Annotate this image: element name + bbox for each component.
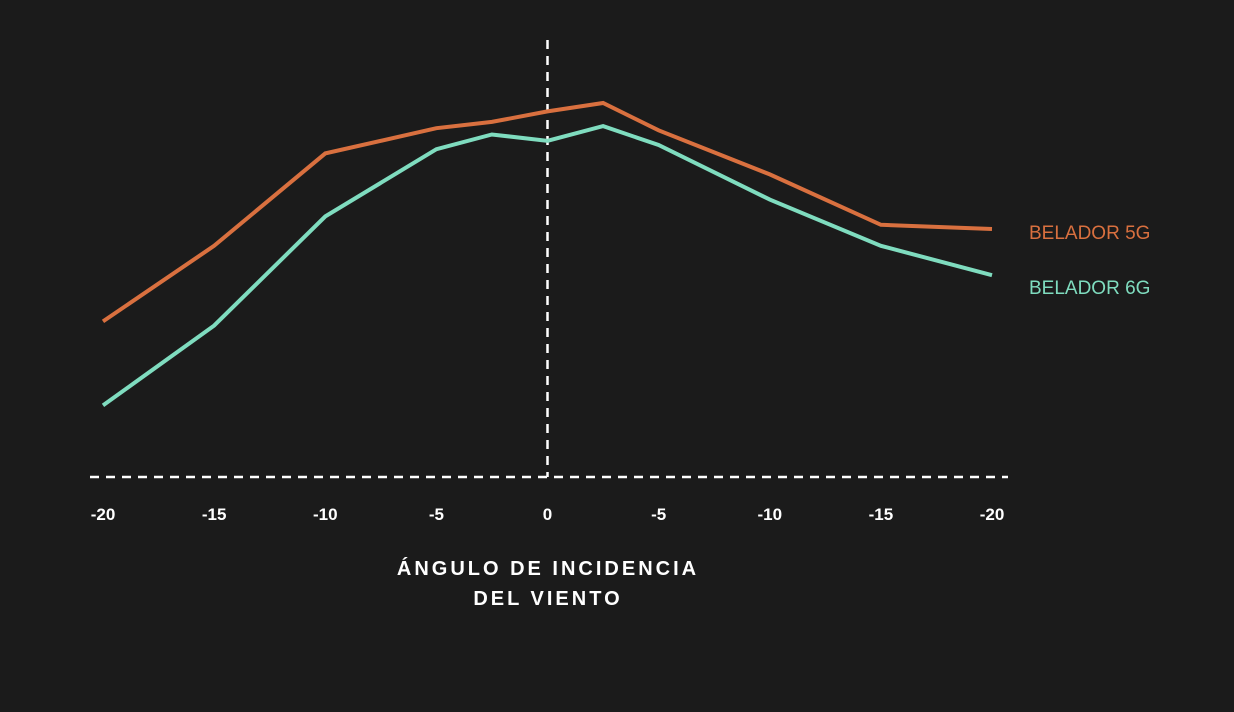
x-tick-label: -10	[313, 505, 338, 524]
series-line-1	[101, 100, 993, 324]
series-line-2	[101, 124, 993, 408]
x-axis-title-line-2: DEL VIENTO	[473, 588, 622, 610]
x-tick-label: -5	[429, 505, 444, 524]
x-tick-label: -5	[651, 505, 666, 524]
x-tick-label: -20	[980, 505, 1005, 524]
series-layer	[101, 100, 993, 408]
x-tick-labels: -20 -15 -10 -5 0 -5 -10 -15 -20	[91, 505, 1005, 524]
x-tick-label: -10	[757, 505, 782, 524]
x-tick-label: -15	[869, 505, 894, 524]
x-tick-label: -15	[202, 505, 227, 524]
x-tick-label: 0	[543, 505, 552, 524]
x-axis-title-line-1: ÁNGULO DE INCIDENCIA	[397, 557, 699, 580]
legend-label-1: BELADOR 5G	[1029, 223, 1150, 244]
legend: BELADOR 5G BELADOR 6G	[1029, 223, 1150, 299]
x-tick-label: -20	[91, 505, 116, 524]
legend-label-2: BELADOR 6G	[1029, 278, 1150, 299]
